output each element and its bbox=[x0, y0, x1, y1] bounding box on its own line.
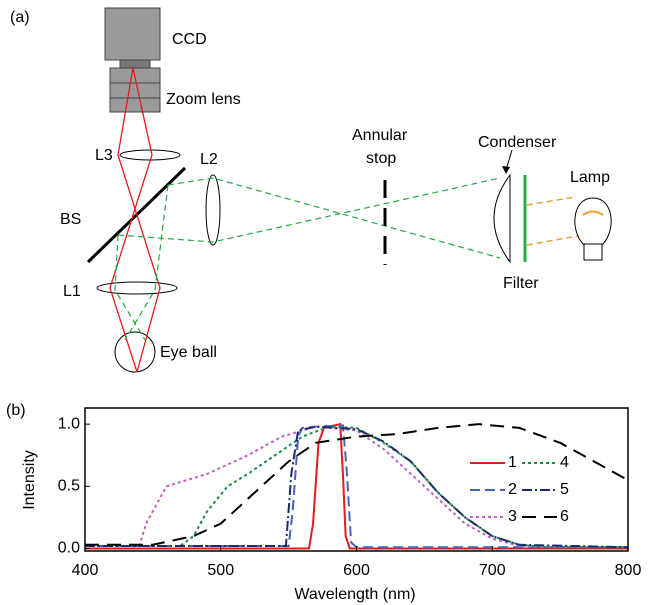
lens-l1 bbox=[97, 282, 177, 294]
ray bbox=[125, 185, 168, 340]
series-line bbox=[85, 427, 628, 548]
label: Eye ball bbox=[160, 344, 217, 361]
series-line bbox=[85, 424, 628, 545]
y-tick-label: 1.0 bbox=[58, 415, 80, 432]
connector bbox=[120, 60, 150, 68]
y-tick-label: 0.5 bbox=[58, 478, 80, 495]
lens-l3 bbox=[120, 150, 180, 160]
lamp-ray bbox=[527, 197, 575, 205]
panel-a: (a) CCD Zoom lens L3 BS L2 L1 Eye ball A… bbox=[10, 8, 611, 372]
green-rays bbox=[115, 178, 500, 340]
legend-label: 4 bbox=[560, 454, 569, 471]
ray bbox=[118, 178, 500, 242]
legend-label: 2 bbox=[508, 481, 517, 498]
x-axis-label: Wavelength (nm) bbox=[294, 586, 415, 603]
x-tick-label: 400 bbox=[72, 562, 99, 579]
y-axis-label: Intensity bbox=[21, 450, 38, 510]
label: Annular bbox=[352, 127, 408, 144]
label: stop bbox=[366, 150, 396, 167]
label: L2 bbox=[200, 151, 218, 168]
series-line bbox=[85, 427, 628, 548]
red-rays bbox=[110, 68, 160, 372]
condenser bbox=[494, 175, 510, 262]
label: CCD bbox=[172, 31, 207, 48]
socket bbox=[584, 244, 602, 260]
lamp bbox=[575, 198, 611, 260]
x-tick-label: 500 bbox=[207, 562, 234, 579]
label: L3 bbox=[95, 147, 113, 164]
x-tick-label: 800 bbox=[615, 562, 642, 579]
lens-l2 bbox=[206, 175, 220, 245]
label: Filter bbox=[503, 275, 539, 292]
ray bbox=[115, 235, 145, 340]
label: Lamp bbox=[570, 169, 610, 186]
label: Zoom lens bbox=[166, 91, 241, 108]
label: Condenser bbox=[478, 134, 557, 151]
label: L1 bbox=[63, 283, 81, 300]
ccd bbox=[105, 8, 160, 60]
panel-label: (b) bbox=[6, 402, 26, 419]
ray bbox=[110, 68, 152, 372]
legend-label: 3 bbox=[508, 508, 517, 525]
panel-label: (a) bbox=[10, 9, 30, 26]
y-tick-label: 0.0 bbox=[58, 540, 80, 557]
legend-label: 1 bbox=[508, 454, 517, 471]
x-tick-label: 700 bbox=[479, 562, 506, 579]
arrow-head bbox=[502, 166, 510, 174]
x-tick-label: 600 bbox=[343, 562, 370, 579]
series-line bbox=[85, 427, 628, 548]
bulb bbox=[575, 198, 611, 244]
lamp-ray bbox=[527, 236, 578, 245]
plot-frame bbox=[85, 408, 628, 551]
figure: (a) CCD Zoom lens L3 BS L2 L1 Eye ball A… bbox=[0, 0, 659, 605]
ray bbox=[118, 68, 160, 372]
legend-label: 5 bbox=[560, 481, 569, 498]
label: BS bbox=[60, 211, 81, 228]
ray bbox=[168, 178, 500, 258]
legend-label: 6 bbox=[560, 508, 569, 525]
